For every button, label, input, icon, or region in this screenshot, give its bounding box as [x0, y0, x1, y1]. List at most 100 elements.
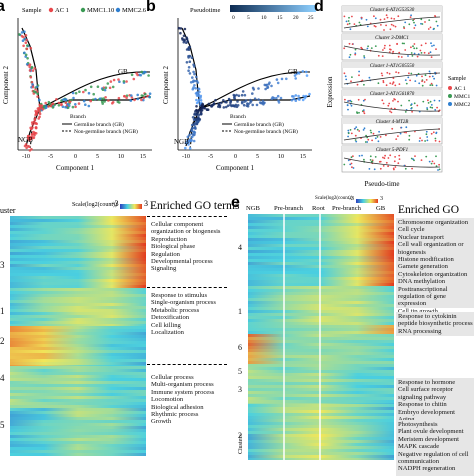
expression-point [412, 19, 414, 22]
cell-point [102, 97, 105, 100]
expression-point [371, 160, 374, 163]
cell-point [57, 104, 61, 107]
ylabel-a: Component 2 [2, 66, 10, 104]
cell-point [190, 56, 194, 59]
cell-point [186, 135, 190, 139]
expression-point [358, 74, 360, 77]
cell-point [130, 96, 134, 99]
heatmap-row [248, 337, 394, 340]
cell-point [31, 135, 34, 139]
cell-point [268, 81, 271, 84]
cell-point [24, 41, 28, 44]
cell-point [20, 34, 24, 38]
go-term: Multi-organism process [151, 381, 214, 389]
go-terms-e-2: Response to cytokinin peptide biosyntheti… [396, 312, 474, 335]
expression-point [389, 48, 391, 51]
expression-point [376, 136, 379, 138]
cell-point [49, 104, 53, 108]
expression-point [350, 156, 353, 159]
cell-point [275, 78, 279, 81]
expression-point [404, 49, 407, 51]
cell-point [224, 105, 228, 109]
expression-point [362, 129, 365, 131]
expression-point [351, 43, 354, 45]
gb-label-a: GB [118, 68, 128, 76]
expression-point [387, 104, 390, 107]
cell-point [232, 93, 236, 97]
heatmap-row [10, 387, 146, 390]
expression-point [377, 82, 380, 85]
go-header-c: Enriched GO terms [150, 200, 240, 212]
cell-point [304, 70, 308, 74]
cell-point [305, 74, 309, 77]
expression-point [421, 23, 424, 25]
expression-point [347, 132, 350, 135]
cell-point [101, 102, 104, 105]
panel-letter-a: a [0, 0, 5, 15]
trend-line [343, 45, 441, 56]
go-term: Response to cytokinin [398, 313, 457, 320]
heatmap-row [248, 289, 394, 292]
expression-point [344, 98, 346, 101]
cell-point [190, 135, 194, 139]
cell-point [191, 116, 195, 119]
heatmap-row [248, 434, 394, 437]
cell-point [32, 90, 36, 93]
expression-point [433, 99, 436, 102]
cell-point [31, 69, 35, 72]
expression-point [370, 47, 373, 49]
heatmap-row [10, 381, 146, 384]
go-term: Cellular component organization or bioge… [151, 221, 221, 236]
cell-point [192, 65, 196, 68]
svg-text:2: 2 [238, 431, 242, 440]
expression-point [436, 106, 438, 109]
cell-point [18, 33, 21, 36]
expression-point [400, 104, 403, 107]
heatmap-row [248, 391, 394, 394]
cell-point [188, 139, 192, 143]
cell-point [29, 75, 33, 79]
expression-point [421, 84, 424, 87]
cell-point [130, 73, 134, 77]
expression-point [347, 100, 349, 102]
cell-point [117, 96, 121, 100]
cell-point [130, 94, 133, 97]
expression-point [431, 45, 433, 47]
ngb-label-b: NGB [174, 138, 189, 146]
expression-point [434, 15, 436, 17]
heatmap-row [10, 350, 146, 353]
go-term: Biological adhesion [151, 403, 204, 411]
cell-point [38, 115, 41, 119]
cell-point [106, 82, 110, 85]
cell-point [261, 99, 265, 103]
heatmap-row [10, 225, 146, 228]
expression-point [436, 24, 439, 27]
expression-point [398, 83, 401, 85]
heatmap-row [248, 331, 394, 334]
cell-point [42, 105, 46, 108]
cell-point [28, 69, 32, 72]
expression-point [385, 24, 387, 27]
heatmap-row [10, 369, 146, 372]
expression-point [384, 154, 386, 157]
heatmap-row [248, 271, 394, 274]
svg-text:-5: -5 [48, 154, 53, 160]
heatmap-row [10, 372, 146, 375]
expression-point [349, 163, 352, 166]
expression-point [410, 103, 413, 106]
expression-point [422, 100, 425, 103]
expression-point [432, 131, 435, 134]
svg-text:20: 20 [293, 15, 299, 21]
expression-point [347, 108, 349, 111]
expression-point [435, 131, 438, 134]
go-term: Cellular process [151, 374, 194, 381]
cell-point [191, 126, 194, 130]
heatmap-row [248, 232, 394, 235]
heatmap-row [10, 243, 146, 246]
svg-text:4: 4 [238, 243, 242, 252]
expression-point [350, 80, 352, 83]
expression-point [426, 108, 429, 111]
cell-point [212, 102, 216, 106]
cell-point [193, 133, 196, 136]
expression-point [360, 46, 363, 49]
